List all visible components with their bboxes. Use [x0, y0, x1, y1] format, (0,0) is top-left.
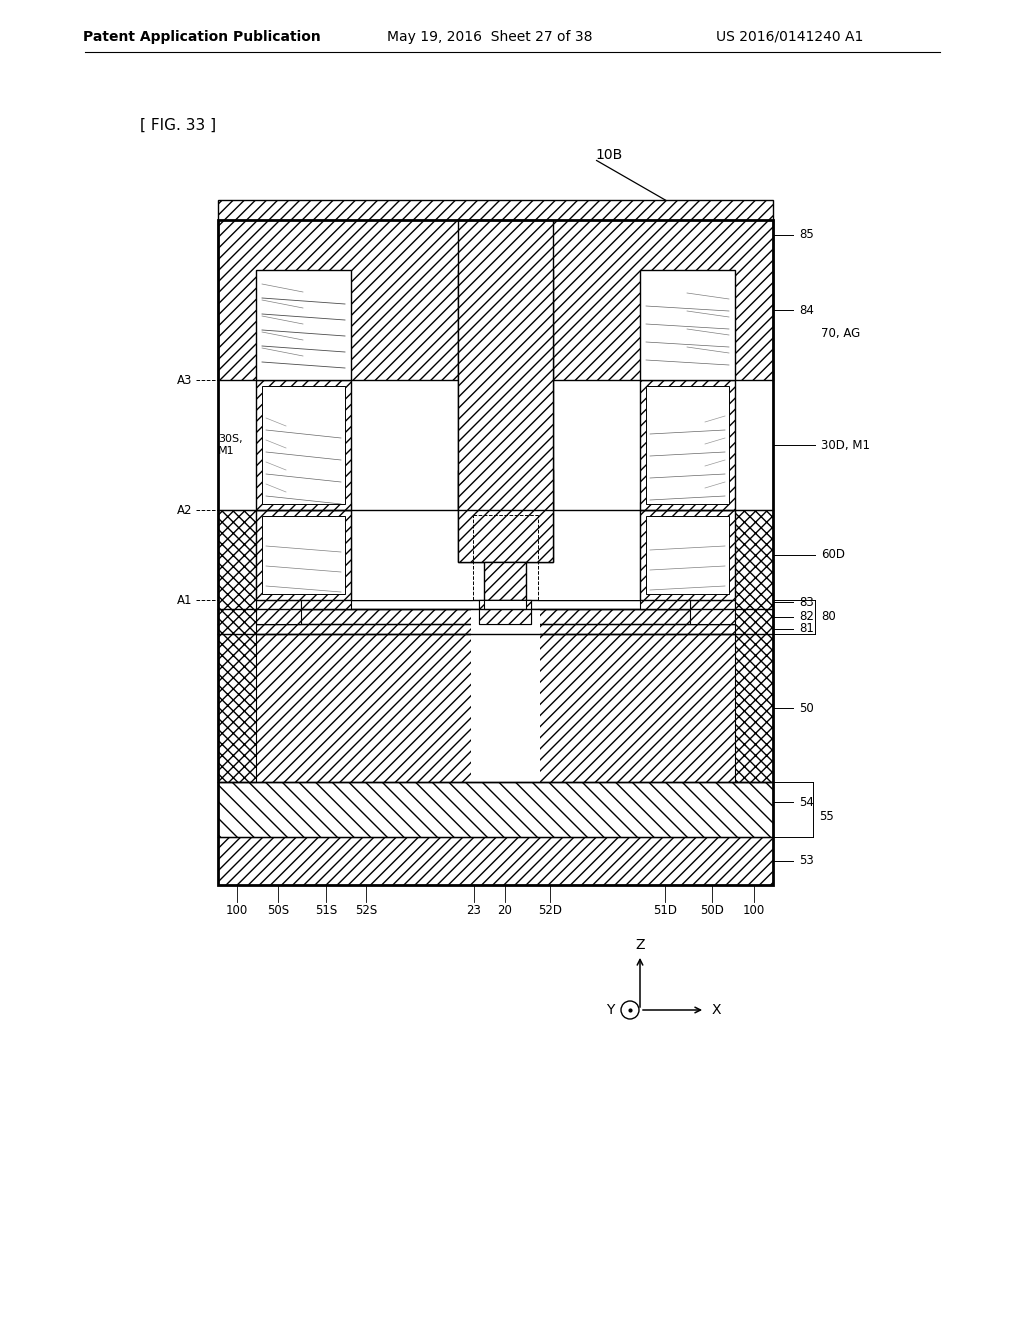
- Text: US 2016/0141240 A1: US 2016/0141240 A1: [717, 30, 863, 44]
- Text: 50S: 50S: [267, 903, 289, 916]
- Text: 60S: 60S: [218, 549, 241, 561]
- Text: 50: 50: [799, 701, 814, 714]
- Text: 51D: 51D: [653, 903, 677, 916]
- Text: X: X: [712, 1003, 721, 1016]
- Bar: [458, 380, 553, 510]
- Bar: [538, 510, 640, 601]
- Bar: [479, 601, 531, 624]
- Bar: [262, 385, 345, 504]
- Bar: [735, 510, 773, 781]
- Bar: [479, 601, 531, 624]
- Bar: [256, 380, 351, 510]
- Text: 100: 100: [742, 903, 765, 916]
- Text: 85: 85: [799, 228, 814, 242]
- Bar: [640, 510, 735, 601]
- Bar: [218, 781, 773, 837]
- Text: Patent Application Publication: Patent Application Publication: [83, 30, 321, 44]
- Bar: [646, 516, 729, 594]
- Bar: [640, 271, 735, 380]
- Text: 60D: 60D: [821, 549, 845, 561]
- Bar: [218, 624, 773, 634]
- Text: 30D, M1: 30D, M1: [821, 438, 870, 451]
- Text: A3: A3: [176, 374, 193, 387]
- Bar: [301, 502, 351, 609]
- Text: May 19, 2016  Sheet 27 of 38: May 19, 2016 Sheet 27 of 38: [387, 30, 593, 44]
- Bar: [458, 271, 553, 380]
- Text: 82: 82: [799, 610, 814, 623]
- Bar: [640, 380, 735, 510]
- Text: 81: 81: [799, 623, 814, 635]
- Text: 51S: 51S: [314, 903, 337, 916]
- Text: 10B: 10B: [595, 148, 623, 162]
- Bar: [484, 562, 526, 601]
- Bar: [646, 385, 729, 504]
- Text: A1: A1: [176, 594, 193, 606]
- Text: A2: A2: [176, 503, 193, 516]
- Text: Z: Z: [635, 939, 645, 952]
- Bar: [218, 510, 256, 781]
- Text: 83: 83: [799, 595, 814, 609]
- Bar: [458, 470, 553, 562]
- Text: 54: 54: [799, 796, 814, 808]
- Text: 53: 53: [799, 854, 814, 867]
- Text: P: P: [227, 318, 234, 331]
- Bar: [262, 516, 345, 594]
- Bar: [256, 510, 351, 601]
- Bar: [351, 510, 473, 601]
- Bar: [484, 601, 526, 609]
- Bar: [640, 502, 690, 609]
- Text: 80: 80: [821, 610, 836, 623]
- Bar: [218, 201, 773, 380]
- Text: 70, AG: 70, AG: [821, 326, 860, 339]
- Bar: [256, 601, 301, 624]
- Bar: [256, 271, 351, 380]
- Bar: [218, 220, 773, 884]
- Text: [ FIG. 33 ]: [ FIG. 33 ]: [140, 117, 216, 132]
- Bar: [218, 601, 773, 609]
- Bar: [473, 554, 538, 634]
- Text: 52S: 52S: [355, 903, 377, 916]
- Text: 30S,
M1: 30S, M1: [218, 434, 243, 455]
- Circle shape: [621, 1001, 639, 1019]
- Text: 50D: 50D: [700, 903, 724, 916]
- Bar: [471, 609, 540, 781]
- Bar: [458, 220, 553, 562]
- Bar: [218, 837, 773, 884]
- Text: W70: W70: [504, 436, 526, 446]
- Bar: [218, 609, 773, 624]
- Bar: [218, 634, 773, 781]
- Text: 52D: 52D: [538, 903, 562, 916]
- Text: 100: 100: [226, 903, 248, 916]
- Text: 20: 20: [498, 903, 512, 916]
- Text: 55: 55: [819, 809, 834, 822]
- Text: 23: 23: [467, 903, 481, 916]
- Text: Y: Y: [605, 1003, 614, 1016]
- Bar: [690, 601, 735, 624]
- Text: 84: 84: [799, 304, 814, 317]
- Text: W82: W82: [494, 546, 517, 556]
